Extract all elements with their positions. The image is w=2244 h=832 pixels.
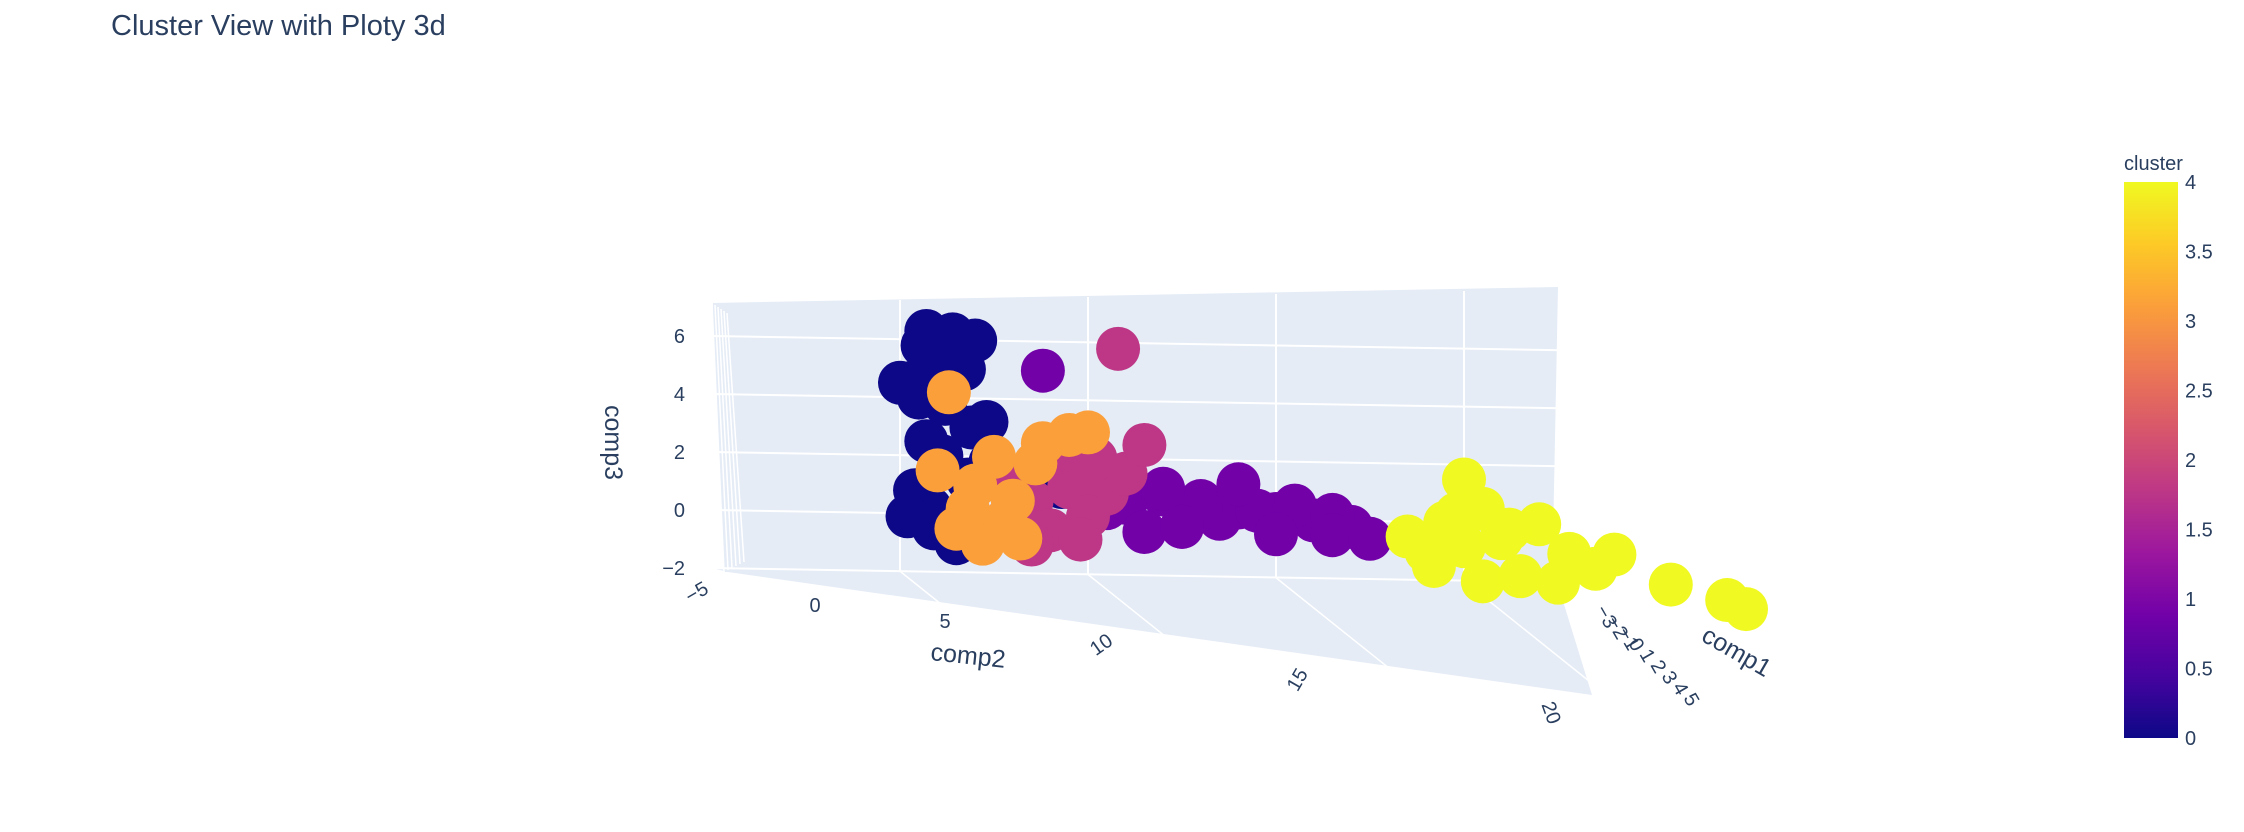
colorbar-tick-label: 0.5	[2185, 659, 2213, 681]
data-point[interactable]	[904, 309, 949, 354]
colorbar-tick-label: 2	[2185, 450, 2196, 472]
data-point[interactable]	[1724, 587, 1768, 632]
data-point[interactable]	[1310, 513, 1355, 558]
colorbar-title: cluster	[2124, 153, 2183, 175]
data-point[interactable]	[1254, 512, 1298, 557]
data-point[interactable]	[972, 434, 1016, 479]
data-points[interactable]	[878, 309, 1768, 632]
comp2-axis-title: comp2	[929, 638, 1007, 674]
comp1-axis-title: comp1	[1697, 621, 1776, 683]
data-point[interactable]	[945, 486, 990, 531]
data-point[interactable]	[885, 494, 930, 539]
comp3-axis-title: comp3	[599, 405, 627, 480]
comp2-tick-label: 20	[1536, 699, 1564, 727]
data-point[interactable]	[1122, 509, 1167, 554]
data-point[interactable]	[1498, 554, 1543, 599]
comp2-tick-label: 10	[1086, 630, 1117, 661]
colorbar-tick-label: 1	[2185, 589, 2196, 611]
colorbar-tick-label: 0	[2185, 728, 2196, 750]
data-point[interactable]	[1348, 516, 1392, 561]
comp3-tick-label: 6	[674, 326, 685, 348]
data-point[interactable]	[1434, 492, 1479, 537]
chart-title: Cluster View with Ploty 3d	[111, 10, 446, 42]
data-point[interactable]	[1592, 532, 1637, 577]
comp3-tick-label: 4	[674, 384, 685, 406]
data-point[interactable]	[1020, 348, 1065, 393]
comp3-tick-label: −2	[662, 558, 685, 580]
data-point[interactable]	[1096, 326, 1141, 371]
data-point[interactable]	[1487, 507, 1532, 552]
data-point[interactable]	[926, 370, 971, 415]
data-point[interactable]	[1547, 531, 1592, 576]
colorbar-tick-label: 3	[2185, 311, 2196, 333]
colorbar-tick-label: 3.5	[2185, 242, 2213, 264]
data-point[interactable]	[1066, 410, 1110, 455]
colorbar-tick-label: 2.5	[2185, 381, 2213, 403]
data-point[interactable]	[1648, 562, 1693, 607]
colorbar[interactable]	[2124, 182, 2178, 738]
comp3-tick-label: 0	[674, 500, 685, 522]
data-point[interactable]	[983, 498, 1028, 543]
comp2-tick-label: 0	[809, 595, 820, 617]
data-point[interactable]	[1442, 457, 1486, 502]
floor-plane	[712, 568, 1592, 695]
colorbar-tick-label: 1.5	[2185, 520, 2213, 542]
comp2-tick-label: −5	[682, 578, 713, 608]
data-point[interactable]	[1013, 441, 1058, 486]
data-point[interactable]	[1411, 543, 1456, 588]
colorbar-ticks: 0 0.5 1 1.5 2 2.5 3 3.5 4	[2185, 172, 2213, 750]
comp3-ticks: −2 0 2 4 6	[662, 326, 685, 580]
data-point[interactable]	[1122, 422, 1167, 467]
data-point[interactable]	[915, 448, 960, 493]
data-point[interactable]	[1160, 504, 1204, 549]
comp2-tick-label: 5	[939, 611, 950, 633]
data-point[interactable]	[1460, 559, 1505, 604]
comp2-tick-label: 15	[1283, 665, 1313, 695]
data-point[interactable]	[1058, 517, 1103, 562]
data-point[interactable]	[1216, 462, 1261, 507]
comp3-tick-label: 2	[674, 442, 685, 464]
colorbar-tick-label: 4	[2185, 172, 2196, 194]
data-point[interactable]	[1141, 466, 1186, 511]
